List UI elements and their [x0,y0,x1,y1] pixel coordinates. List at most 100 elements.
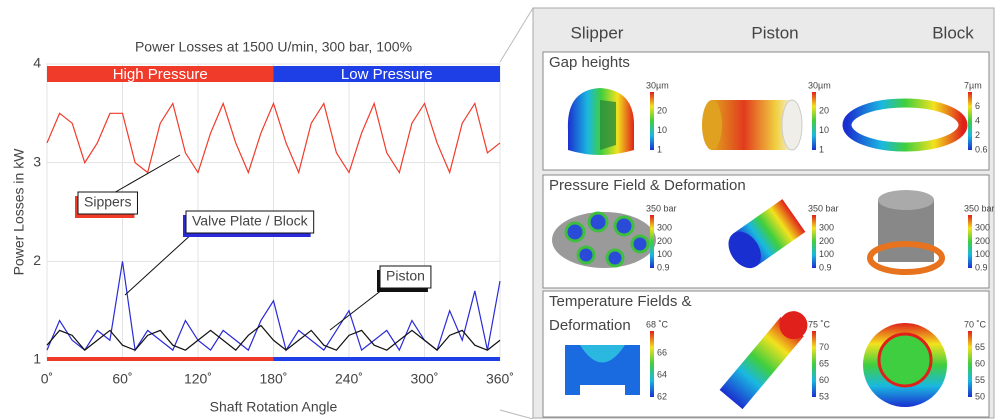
colorbar-label: 1 [819,144,824,154]
chart-title: Power Losses at 1500 U/min, 300 bar, 100… [135,39,412,55]
x-tick-label: 60˚ [112,371,132,387]
row-title: Temperature Fields & [549,293,692,310]
colorbar-label: 0.9 [819,262,832,272]
render [564,211,650,268]
y-tick-label: 2 [33,252,41,268]
chart: 1 2 3 4 0˚ 60˚ 120˚ 180˚ 240˚ 300˚ 360˚ Power Losse… [11,39,514,415]
colorbar-label: 70 ˚C [964,319,987,329]
connector [499,7,534,63]
label-box [379,265,432,289]
band-label: High Pressure [113,66,208,83]
render [580,345,625,363]
render-panel: Slipper Piston Block Gap heights 30µm 20 10 1 30… [532,7,995,419]
x-tick-label: 0˚ [41,371,53,387]
colorbar-label: 65 [975,342,985,352]
colorbar [650,331,654,397]
colorbar-label: 1 [657,144,662,154]
colorbar-label: 55 [975,375,985,385]
colorbar-label: 350 bar [964,203,995,213]
colorbar-label: 7µm [964,80,982,90]
label-box [77,191,138,215]
row-title: Gap heights [549,54,630,71]
colorbar-label: 6 [975,101,980,111]
colorbar [968,215,972,268]
render [842,98,968,152]
colorbar-label: 0.9 [975,262,988,272]
colorbar-label: 100 [657,249,672,259]
colorbar-label: 20 [657,106,667,116]
render [719,311,808,410]
render [565,345,640,395]
colorbar-label: 64 [657,369,667,379]
colorbar-label: 200 [819,236,834,246]
colorbar-label: 30µm [646,80,669,90]
x-axis-label: Shaft Rotation Angle [210,399,338,415]
colorbar-label: 75 ˚C [808,319,831,329]
colorbar-label: 300 [819,223,834,233]
pressure-strip [273,357,500,361]
colorbar-label: 65 [819,358,829,368]
colorbar-label: 2 [975,130,980,140]
render [712,100,792,150]
colorbar-label: 68 ˚C [646,319,669,329]
colorbar-label: 4 [975,115,980,125]
colorbar-label: 200 [657,236,672,246]
colorbar-label: 100 [819,249,834,259]
column-header: Block [932,23,974,42]
connector [499,409,534,419]
series-line [46,324,501,351]
series-label: Sippers [84,194,131,210]
colorbar [812,215,816,268]
render [702,100,722,150]
colorbar-label: 10 [819,125,829,135]
colorbar-label: 70 [819,342,829,352]
colorbar [650,92,654,150]
colorbar-label: 60 [819,375,829,385]
colorbar [968,92,972,150]
series-label: Piston [386,268,425,284]
series-line [46,101,501,175]
x-tick-label: 360˚ [486,371,514,387]
colorbar [812,331,816,397]
pressure-strip [47,357,274,361]
colorbar-label: 0.6 [975,144,988,154]
x-tick-label: 300˚ [410,371,438,387]
row-title: Pressure Field & Deformation [549,177,746,194]
pressure-band [273,66,500,82]
colorbar-label: 300 [975,223,990,233]
render [877,332,933,388]
colorbar-label: 0.9 [657,262,670,272]
column-header: Piston [751,23,798,42]
colorbar [968,331,972,397]
x-tick-label: 180˚ [259,371,287,387]
colorbar-label: 30µm [808,80,831,90]
y-tick-label: 1 [33,351,41,367]
x-tick-label: 120˚ [184,371,212,387]
colorbar-label: 60 [975,358,985,368]
y-tick-label: 3 [33,153,41,169]
colorbar-label: 350 bar [808,203,839,213]
colorbar-label: 300 [657,223,672,233]
band-label: Low Pressure [341,66,433,83]
series-label: Valve Plate / Block [192,213,309,229]
y-tick-label: 4 [33,55,41,71]
colorbar-label: 53 [819,391,829,401]
pressure-band [47,66,274,82]
render [600,100,616,150]
colorbar-label: 200 [975,236,990,246]
colorbar [812,92,816,150]
colorbar-label: 50 [975,391,985,401]
label-box [185,210,315,234]
render [781,99,803,151]
render [867,241,945,275]
y-axis-label: Power Losses in kW [11,148,27,276]
x-tick-label: 240˚ [335,371,363,387]
render [878,190,934,210]
column-header: Slipper [571,23,624,42]
colorbar-label: 10 [657,125,667,135]
row-title: Deformation [549,317,631,334]
render [878,200,934,262]
colorbar [650,215,654,268]
colorbar-label: 100 [975,249,990,259]
